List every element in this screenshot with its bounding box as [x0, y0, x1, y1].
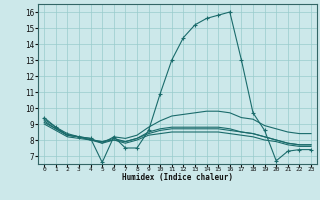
- X-axis label: Humidex (Indice chaleur): Humidex (Indice chaleur): [122, 173, 233, 182]
